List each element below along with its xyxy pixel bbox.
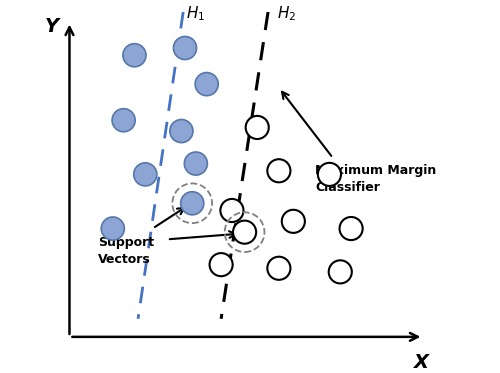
Circle shape xyxy=(184,152,208,175)
Circle shape xyxy=(180,192,204,215)
Circle shape xyxy=(328,260,352,283)
Circle shape xyxy=(282,210,305,233)
Circle shape xyxy=(246,116,269,139)
Circle shape xyxy=(170,119,193,142)
Circle shape xyxy=(210,253,233,276)
Circle shape xyxy=(220,199,244,222)
Circle shape xyxy=(233,220,256,244)
Text: Maximum Margin
Classifier: Maximum Margin Classifier xyxy=(315,163,436,194)
Circle shape xyxy=(101,217,124,240)
Text: $H_2$: $H_2$ xyxy=(276,4,295,23)
Circle shape xyxy=(340,217,362,240)
Circle shape xyxy=(318,163,341,186)
Circle shape xyxy=(268,257,290,280)
Circle shape xyxy=(112,109,135,132)
Text: $H_1$: $H_1$ xyxy=(186,4,206,23)
Text: X: X xyxy=(414,353,429,372)
Circle shape xyxy=(174,37,197,60)
Circle shape xyxy=(134,163,157,186)
Circle shape xyxy=(123,44,146,67)
Text: Support
Vectors: Support Vectors xyxy=(98,236,154,266)
Circle shape xyxy=(268,159,290,182)
Circle shape xyxy=(195,73,218,95)
Text: Y: Y xyxy=(44,17,59,36)
